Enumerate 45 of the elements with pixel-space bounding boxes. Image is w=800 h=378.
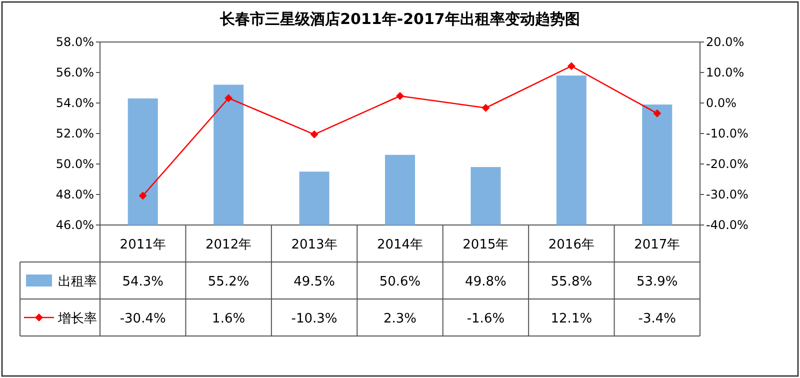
point (482, 104, 490, 112)
point (396, 92, 404, 100)
data-label: 54.3% (122, 274, 164, 290)
data-label: 55.8% (550, 274, 592, 290)
data-label: 49.5% (294, 274, 335, 290)
data-label: 53.9% (636, 274, 678, 290)
chart-title: 长春市三星级酒店2011年-2017年出租率变动趋势图 (219, 10, 580, 28)
data-label: 2.3% (383, 312, 417, 326)
data-label: -10.3% (291, 312, 338, 326)
x-tick-label: 2017年 (634, 238, 680, 252)
legend-label: 增长率 (57, 310, 97, 326)
y-tick-label: 52.0% (56, 126, 94, 140)
data-label: 1.6% (212, 312, 246, 326)
y2-tick-label: 10.0% (706, 66, 744, 80)
y-tick-label: 58.0% (56, 35, 94, 49)
y2-tick-label: -20.0% (706, 157, 748, 171)
point (310, 130, 318, 138)
data-label: -1.6% (466, 312, 505, 326)
x-tick-label: 2012年 (206, 238, 252, 252)
point (224, 94, 233, 102)
data-label: -3.4% (638, 312, 676, 326)
x-tick-label: 2013年 (291, 238, 338, 252)
point (653, 109, 662, 118)
x-tick-label: 2011年 (120, 238, 166, 252)
data-label: 12.1% (550, 312, 592, 326)
y2-tick-label: -40.0% (706, 218, 748, 232)
y-tick-label: 48.0% (56, 188, 94, 202)
data-label: 50.6% (379, 274, 421, 290)
y2-tick-label: 0.0% (706, 96, 736, 110)
y2-tick-label: -30.0% (706, 188, 748, 202)
x-tick-label: 2014年 (376, 238, 424, 252)
x-tick-label: 2016年 (548, 238, 594, 252)
data-label: 49.8% (465, 274, 506, 290)
point (138, 192, 147, 200)
data-label: -30.4% (120, 312, 166, 326)
x-tick-label: 2015年 (462, 238, 509, 252)
y2-tick-label: -10.0% (706, 126, 748, 140)
point (567, 62, 576, 70)
y-tick-label: 56.0% (56, 66, 94, 80)
y-tick-label: 50.0% (56, 157, 94, 171)
y-tick-label: 46.0% (56, 218, 94, 232)
data-label: 55.2% (208, 274, 250, 290)
y-tick-label: 54.0% (56, 96, 94, 110)
legend-label: 出租率 (58, 274, 97, 290)
y2-tick-label: 20.0% (706, 35, 744, 49)
